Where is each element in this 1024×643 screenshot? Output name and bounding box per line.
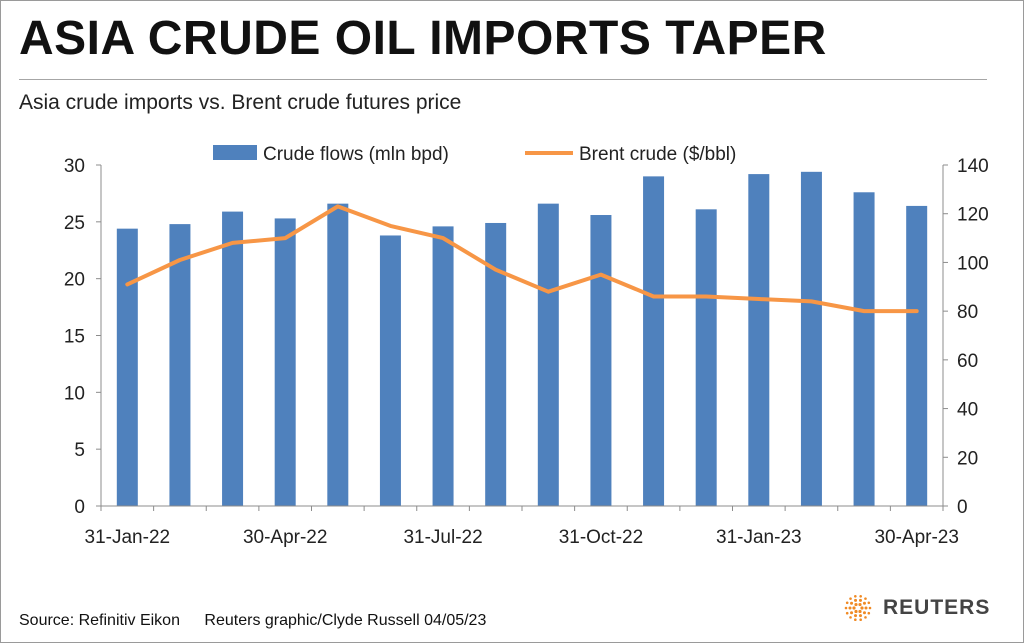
x-tick-label: 30-Apr-23 <box>874 527 959 548</box>
bar <box>222 211 244 506</box>
x-tick-label: 30-Apr-22 <box>243 527 328 548</box>
right-tick-label: 140 <box>957 156 989 177</box>
bar <box>432 226 454 506</box>
right-tick-label: 0 <box>957 497 968 518</box>
x-tick-label: 31-Oct-22 <box>559 527 643 548</box>
x-tick-label: 31-Jan-22 <box>85 527 171 548</box>
bar <box>327 203 349 506</box>
left-tick-label: 5 <box>74 440 85 461</box>
right-tick-label: 120 <box>957 205 989 226</box>
reuters-logo: REUTERS <box>841 593 990 623</box>
chart-subtitle: Asia crude imports vs. Brent crude futur… <box>19 91 462 114</box>
bar <box>695 209 717 506</box>
bar <box>748 174 770 507</box>
bar <box>643 176 665 506</box>
bar <box>379 235 401 506</box>
bar <box>906 205 928 507</box>
x-tick-label: 31-Jul-22 <box>403 527 482 548</box>
right-tick-label: 100 <box>957 253 989 274</box>
chart-svg: 0 5 10 15 20 25 30 0 20 40 60 80 100 120 140 31-Jan-22 3… <box>64 144 989 548</box>
credit-note: Reuters graphic/Clyde Russell 04/05/23 <box>204 612 487 629</box>
legend-label-bars: Crude flows (mln bpd) <box>263 144 449 165</box>
legend-swatch-bars <box>213 145 257 160</box>
bar <box>853 192 875 506</box>
bar <box>274 218 296 506</box>
brent-line <box>125 204 919 314</box>
reuters-wordmark: REUTERS <box>883 596 991 619</box>
left-tick-label: 15 <box>64 327 85 348</box>
right-tick-label: 20 <box>957 448 978 469</box>
legend-label-line: Brent crude ($/bbl) <box>579 144 736 165</box>
left-tick-label: 0 <box>74 497 85 518</box>
bar <box>537 203 559 506</box>
bar <box>485 222 507 506</box>
footer-credits: Source: Refinitiv Eikon Reuters graphic/… <box>19 612 486 630</box>
left-tick-label: 30 <box>64 156 85 177</box>
source-note: Source: Refinitiv Eikon <box>19 612 180 629</box>
bar <box>590 215 612 506</box>
right-tick-label: 80 <box>957 302 978 323</box>
x-tick-label: 31-Jan-23 <box>716 527 802 548</box>
bar <box>116 228 138 507</box>
bar <box>800 171 822 506</box>
bar <box>169 224 191 506</box>
left-tick-label: 20 <box>64 270 85 291</box>
title-divider <box>19 79 987 80</box>
left-tick-label: 10 <box>64 383 85 404</box>
reuters-sun-icon <box>844 595 872 621</box>
left-tick-label: 25 <box>64 213 85 234</box>
page-title: ASIA CRUDE OIL IMPORTS TAPER <box>19 12 827 65</box>
right-tick-label: 40 <box>957 400 978 421</box>
right-tick-label: 60 <box>957 351 978 372</box>
